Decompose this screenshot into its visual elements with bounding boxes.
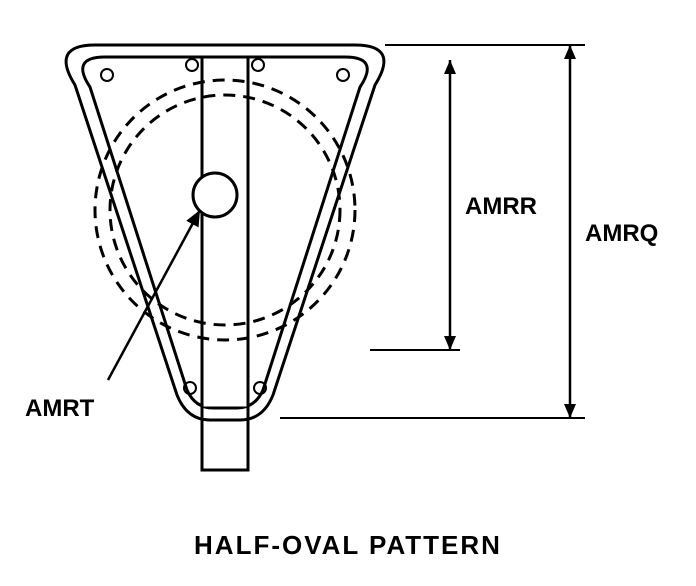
leader-label-amrt: AMRT (25, 395, 94, 423)
dimension-label-amrq: AMRQ (585, 220, 658, 248)
diagram-caption: HALF-OVAL PATTERN (0, 530, 696, 561)
diagram-container: AMRQ AMRR AMRT HALF-OVAL PATTERN (0, 0, 696, 581)
dimension-label-amrr: AMRR (465, 193, 537, 221)
technical-drawing (0, 0, 696, 581)
